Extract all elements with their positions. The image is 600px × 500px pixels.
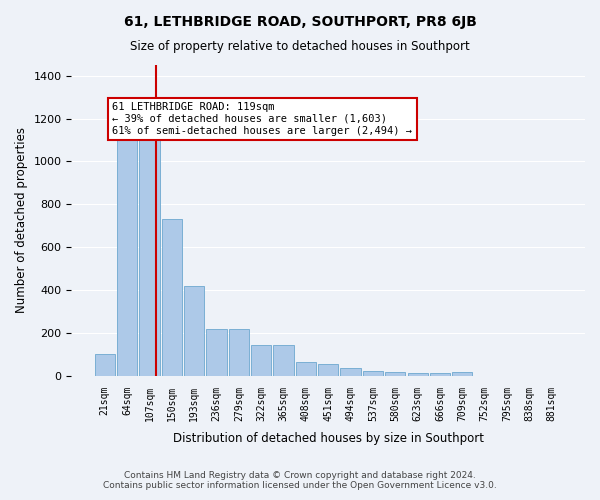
X-axis label: Distribution of detached houses by size in Southport: Distribution of detached houses by size … (173, 432, 484, 445)
Text: 61, LETHBRIDGE ROAD, SOUTHPORT, PR8 6JB: 61, LETHBRIDGE ROAD, SOUTHPORT, PR8 6JB (124, 15, 476, 29)
Bar (251, 345, 271, 376)
Text: Contains HM Land Registry data © Crown copyright and database right 2024.
Contai: Contains HM Land Registry data © Crown c… (103, 470, 497, 490)
Bar (363, 370, 383, 376)
Bar (407, 372, 428, 376)
Bar (206, 328, 227, 376)
Bar (318, 364, 338, 376)
Bar (340, 368, 361, 376)
Bar (430, 372, 450, 376)
Bar (184, 286, 204, 376)
Y-axis label: Number of detached properties: Number of detached properties (15, 128, 28, 314)
Bar (162, 220, 182, 376)
Bar (274, 345, 293, 376)
Bar (385, 372, 405, 376)
Bar (95, 354, 115, 376)
Bar (117, 127, 137, 376)
Bar (139, 127, 160, 376)
Text: 61 LETHBRIDGE ROAD: 119sqm
← 39% of detached houses are smaller (1,603)
61% of s: 61 LETHBRIDGE ROAD: 119sqm ← 39% of deta… (112, 102, 412, 136)
Text: Size of property relative to detached houses in Southport: Size of property relative to detached ho… (130, 40, 470, 53)
Bar (229, 328, 249, 376)
Bar (452, 372, 472, 376)
Bar (296, 362, 316, 376)
